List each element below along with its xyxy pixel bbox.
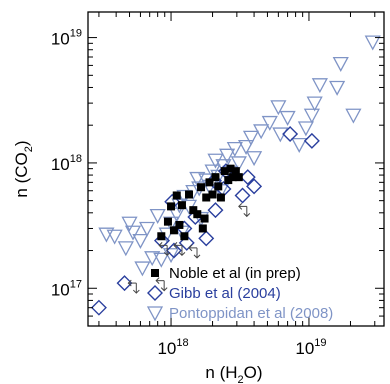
upper-limit-arrow: [188, 244, 201, 259]
y-tick-label: 1019: [51, 28, 82, 49]
pontoppidan-point: [291, 137, 308, 153]
upper-limit-arrow: [173, 241, 186, 257]
noble-point: [185, 190, 194, 199]
pontoppidan-point: [138, 221, 156, 237]
noble-point: [214, 182, 223, 191]
pontoppidan-point: [117, 241, 134, 257]
pontoppidan-point: [204, 164, 221, 180]
y-tick-label: 1018: [51, 153, 82, 174]
legend-item: Gibb et al (2004): [147, 285, 281, 302]
noble-point: [167, 202, 176, 211]
noble-point: [198, 224, 207, 233]
pontoppidan-point: [261, 115, 278, 131]
noble-point: [197, 183, 206, 192]
noble-point: [189, 206, 198, 215]
pontoppidan-point: [132, 233, 149, 249]
gibb-point: [116, 275, 133, 292]
noble-point: [157, 232, 166, 241]
noble-point: [193, 210, 202, 219]
noble-point: [208, 190, 217, 199]
pontoppidan-point: [134, 261, 151, 277]
legend-label: Gibb et al (2004): [169, 285, 281, 302]
pontoppidan-point: [219, 148, 236, 164]
pontoppidan-point: [270, 100, 287, 116]
noble-point: [175, 220, 184, 229]
pontoppidan-point: [364, 35, 381, 51]
pontoppidan-point: [332, 56, 349, 72]
pontoppidan-point: [149, 208, 166, 224]
noble-point: [205, 178, 214, 187]
noble-point: [231, 167, 240, 176]
pontoppidan-point: [144, 251, 161, 267]
gibb-point: [178, 234, 195, 251]
pontoppidan-point: [303, 108, 320, 124]
legend-marker: [151, 269, 159, 277]
pontoppidan-point: [230, 156, 247, 172]
noble-point: [163, 217, 172, 226]
gibb-point: [198, 230, 215, 247]
pontoppidan-point: [153, 252, 170, 268]
noble-point: [226, 164, 235, 173]
upper-limit-arrow: [127, 279, 140, 294]
gibb-point: [282, 126, 299, 143]
legend-marker: [146, 306, 164, 322]
noble-point: [200, 214, 209, 223]
data-marks: [90, 35, 381, 316]
upper-limit-arrow: [238, 203, 251, 218]
gibb-point: [90, 299, 107, 316]
gibb-point: [303, 132, 320, 149]
noble-point: [234, 173, 243, 182]
gibb-point: [207, 202, 224, 219]
noble-point: [169, 226, 178, 235]
noble-point: [228, 173, 237, 182]
noble-point: [216, 193, 225, 202]
legend-label: Pontoppidan et al (2008): [169, 305, 333, 322]
gibb-point: [239, 169, 256, 186]
pontoppidan-point: [242, 130, 260, 146]
y-axis-label: n (CO2): [12, 140, 35, 197]
gibb-point: [246, 178, 263, 195]
legend-label: Noble et al (in prep): [169, 265, 301, 282]
pontoppidan-point: [272, 127, 289, 143]
legend: Noble et al (in prep) Gibb et al (2004) Po…: [146, 265, 333, 322]
noble-point: [220, 167, 229, 176]
noble-point: [224, 176, 233, 185]
noble-point: [202, 193, 211, 202]
y-tick-label: 1017: [51, 278, 82, 299]
legend-item: Pontoppidan et al (2008): [146, 305, 333, 322]
pontoppidan-point: [226, 141, 243, 158]
pontoppidan-point: [124, 225, 142, 241]
upper-limit-arrow: [158, 241, 171, 257]
pontoppidan-point: [297, 121, 314, 137]
pontoppidan-point: [121, 216, 138, 232]
legend-item: Noble et al (in prep): [151, 265, 301, 282]
pontoppidan-point: [106, 229, 123, 245]
pontoppidan-point: [311, 78, 328, 94]
pontoppidan-point: [253, 124, 270, 140]
pontoppidan-point: [345, 108, 362, 124]
gibb-point: [234, 187, 251, 204]
axis-ticks: 1018 1019 1017 1018 1019: [51, 12, 384, 358]
pontoppidan-point: [207, 153, 224, 169]
noble-point: [177, 201, 186, 210]
pontoppidan-point: [237, 139, 255, 155]
x-tick-label: 1018: [157, 337, 188, 358]
noble-point: [180, 232, 189, 241]
pontoppidan-point: [329, 80, 346, 96]
x-axis-label: n (H2O): [205, 363, 262, 384]
noble-point: [211, 173, 220, 182]
pontoppidan-point: [279, 110, 296, 126]
pontoppidan-point: [306, 96, 323, 112]
noble-point: [172, 191, 181, 200]
upper-limit-arrow: [155, 277, 168, 292]
gibb-point: [165, 242, 182, 259]
x-tick-label: 1019: [295, 337, 326, 358]
legend-marker: [147, 285, 163, 301]
pontoppidan-point: [245, 151, 263, 167]
pontoppidan-point: [189, 171, 206, 187]
